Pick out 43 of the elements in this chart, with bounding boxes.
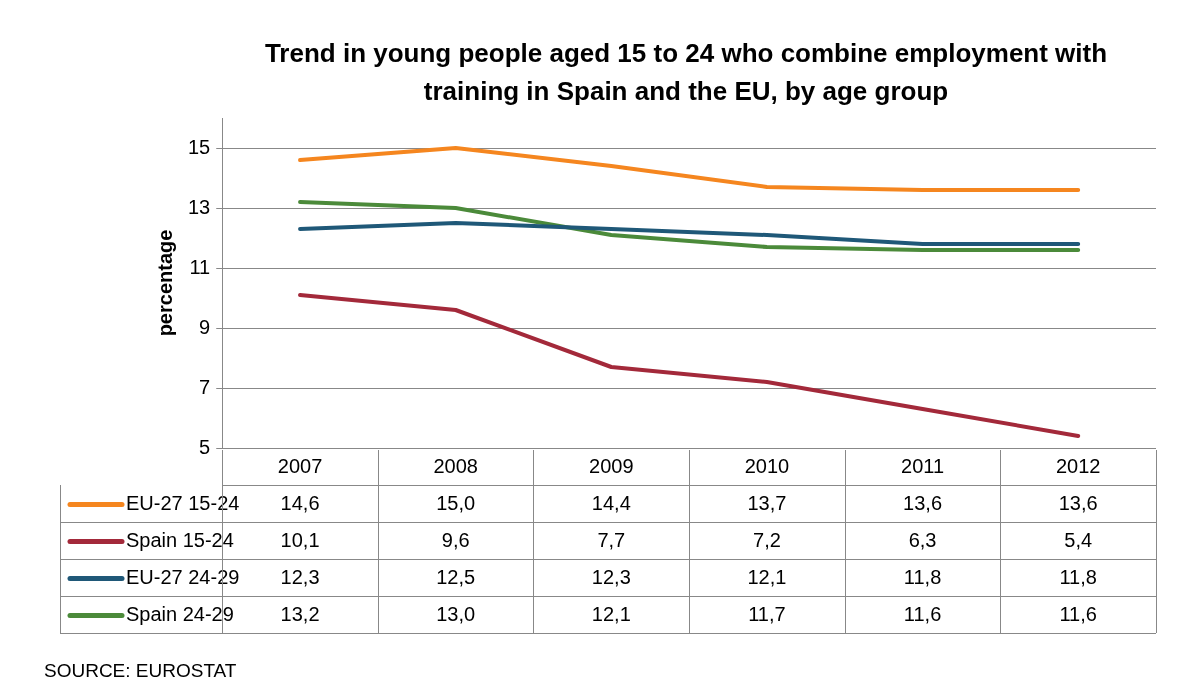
x-tick-label: 2009 bbox=[589, 455, 634, 478]
data-label: 14,4 bbox=[591, 492, 631, 515]
chart-title: Trend in young people aged 15 to 24 who combine employment with training in Spain and the EU, by age group bbox=[264, 38, 1108, 107]
x-tick-label: 2007 bbox=[277, 455, 323, 478]
legend-label: EU-27 24-29 bbox=[126, 566, 240, 589]
x-tick-label: 2010 bbox=[744, 455, 790, 478]
x-tick-label: 2011 bbox=[901, 455, 945, 478]
data-label: 15,0 bbox=[436, 492, 476, 515]
data-label: 12,1 bbox=[591, 603, 631, 626]
data-label: 13,7 bbox=[747, 492, 787, 515]
data-label: 5,4 bbox=[1064, 529, 1093, 552]
legend-label: EU-27 15-24 bbox=[126, 492, 240, 515]
data-label: 11,6 bbox=[1059, 603, 1097, 626]
x-tick-label: 2012 bbox=[1055, 455, 1101, 478]
y-tick-label: 13 bbox=[188, 195, 211, 218]
legend-label: Spain 24-29 bbox=[126, 603, 234, 626]
data-label: 13,6 bbox=[1058, 492, 1098, 515]
x-tick-label: 2008 bbox=[433, 455, 478, 478]
data-label: 12,5 bbox=[436, 566, 476, 589]
data-label: 11,8 bbox=[1059, 566, 1097, 589]
y-tick-label: 5 bbox=[199, 435, 211, 458]
y-tick-label: 11 bbox=[189, 255, 211, 278]
y-axis-title: percentage bbox=[153, 229, 176, 337]
data-label: 11,8 bbox=[903, 566, 942, 589]
data-label: 12,3 bbox=[280, 566, 320, 589]
data-label: 7,7 bbox=[597, 529, 626, 552]
y-tick-label: 7 bbox=[199, 375, 211, 398]
source-note: SOURCE: EUROSTAT bbox=[44, 660, 237, 682]
y-tick-label: 9 bbox=[199, 315, 211, 338]
data-label: 12,1 bbox=[747, 566, 787, 589]
data-label: 13,2 bbox=[280, 603, 320, 626]
data-label: 7,2 bbox=[753, 529, 781, 552]
data-label: 6,3 bbox=[908, 529, 937, 552]
data-label: 9,6 bbox=[441, 529, 470, 552]
data-label: 13,0 bbox=[436, 603, 476, 626]
data-label: 10,1 bbox=[280, 529, 320, 552]
data-label: 12,3 bbox=[591, 566, 631, 589]
y-tick-label: 15 bbox=[188, 135, 211, 158]
data-label: 11,7 bbox=[748, 603, 786, 626]
data-label: 14,6 bbox=[280, 492, 320, 515]
data-label: 11,6 bbox=[903, 603, 942, 626]
data-label: 13,6 bbox=[903, 492, 943, 515]
legend-label: Spain 15-24 bbox=[126, 529, 234, 552]
